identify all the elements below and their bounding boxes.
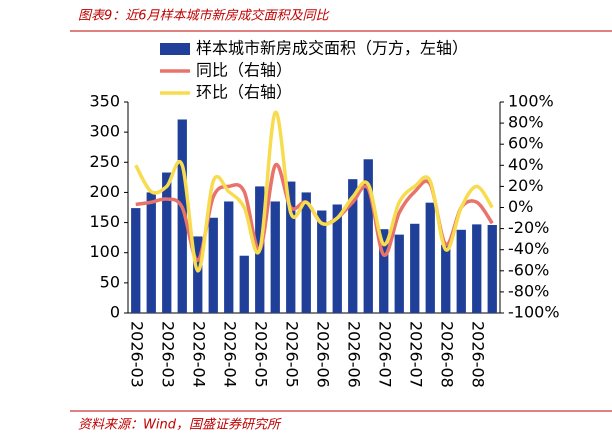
x-tick-label: 2026-08 [468, 321, 487, 388]
bar [270, 201, 280, 313]
y2-tick-label: 60% [508, 134, 544, 153]
bar [441, 244, 451, 313]
legend-label: 样本城市新房成交面积（万方，左轴） [196, 39, 468, 58]
y-tick-label: 50 [100, 272, 120, 291]
x-tick-label: 2026-05 [282, 321, 301, 388]
bar [301, 192, 311, 313]
bar [363, 159, 373, 313]
legend-swatch [160, 43, 190, 55]
bar [394, 234, 404, 313]
bar [379, 229, 389, 313]
y-tick-label: 200 [89, 182, 120, 201]
y2-tick-label: 100% [508, 92, 554, 111]
y2-tick-label: -100% [508, 303, 560, 322]
x-tick-label: 2026-04 [220, 321, 239, 388]
bar [131, 208, 141, 313]
y2-tick-label: -80% [508, 281, 549, 300]
bar [332, 204, 342, 313]
y-tick-label: 100 [89, 242, 120, 261]
bar [208, 217, 218, 313]
bar [224, 201, 234, 313]
y2-tick-label: 40% [508, 155, 544, 174]
y-tick-label: 250 [89, 152, 120, 171]
y2-tick-label: 80% [508, 113, 544, 132]
x-tick-label: 2026-07 [375, 321, 394, 388]
x-tick-label: 2026-03 [127, 321, 146, 388]
bar [425, 202, 435, 313]
bar [239, 255, 249, 313]
legend-label: 环比（右轴） [196, 83, 292, 102]
bar [410, 223, 420, 313]
bar [348, 179, 358, 313]
y2-tick-label: -20% [508, 218, 549, 237]
y2-tick-label: 0% [508, 197, 533, 216]
y-tick-label: 300 [89, 122, 120, 141]
bar [177, 119, 187, 314]
x-tick-label: 2026-06 [313, 321, 332, 388]
y2-tick-label: 20% [508, 176, 544, 195]
bar [472, 224, 482, 313]
page-title: 图表9：近6月样本城市新房成交面积及同比 [78, 8, 330, 24]
x-tick-label: 2026-04 [189, 321, 208, 388]
line [134, 110, 494, 273]
legend-label: 同比（右轴） [196, 61, 292, 80]
bar [162, 172, 172, 313]
y2-tick-label: -40% [508, 239, 549, 258]
bar [317, 210, 327, 313]
y-tick-label: 150 [89, 212, 120, 231]
y-tick-label: 0 [110, 303, 120, 322]
y-tick-label: 350 [89, 92, 120, 111]
bar [456, 229, 466, 313]
x-tick-label: 2026-03 [158, 321, 177, 388]
x-tick-label: 2026-07 [406, 321, 425, 388]
bar [146, 192, 156, 313]
source-note: 资料来源：Wind，国盛证券研究所 [78, 417, 282, 433]
x-tick-label: 2026-05 [251, 321, 270, 388]
y2-tick-label: -60% [508, 260, 549, 279]
bar [193, 236, 203, 313]
bar [286, 181, 296, 313]
bar [487, 224, 497, 313]
x-tick-label: 2026-06 [344, 321, 363, 388]
x-tick-label: 2026-08 [437, 321, 456, 388]
